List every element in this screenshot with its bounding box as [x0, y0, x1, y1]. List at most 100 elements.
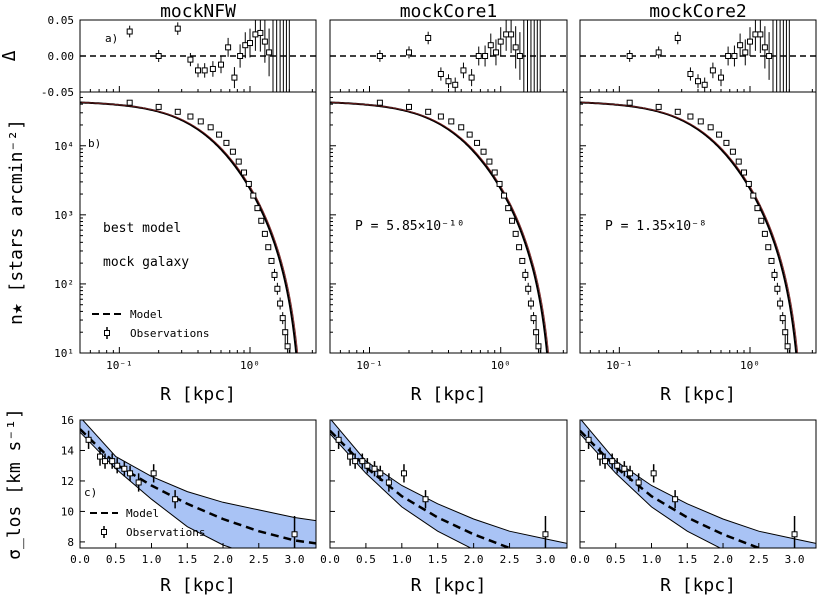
dispersion-point [127, 470, 134, 477]
residual-point [266, 49, 273, 56]
residual-point [468, 74, 475, 81]
density-point [284, 343, 291, 350]
residual-ylabel: Δ [0, 50, 20, 61]
panel-label-a: a) [105, 32, 118, 45]
residual-point [725, 53, 732, 59]
density-point [527, 300, 534, 307]
residual-point [218, 61, 225, 68]
density-point [512, 230, 519, 237]
column-title: mockCore2 [649, 1, 747, 22]
dispersion-point [85, 436, 92, 443]
density-point [187, 113, 194, 120]
density-xtick-label: 10⁻¹ [356, 359, 383, 372]
density-plot [580, 99, 799, 362]
density-xtick-label: 10⁰ [491, 359, 511, 372]
residual-point [752, 31, 759, 38]
dispersion-point [291, 531, 298, 538]
density-point [741, 169, 748, 176]
dispersion-xtick-label: 2.0 [464, 553, 484, 566]
column-mockNFW: mockNFW 10⁻¹ 10⁰ R [kpc] 10¹ 10² 10³ 10⁴ 0.05 0.0… [41, 1, 317, 596]
dispersion-point [602, 458, 609, 465]
dispersion-point [597, 453, 604, 460]
dispersion-point [172, 496, 179, 503]
residual-point [482, 53, 489, 59]
residual-point [503, 31, 510, 38]
dispersion-ytick-label: 14 [61, 444, 75, 457]
legend-model-label: Model [126, 507, 159, 520]
density-point [522, 271, 529, 278]
dispersion-point [335, 436, 342, 443]
residual-plot [80, 20, 316, 92]
residual-point [225, 44, 232, 51]
dispersion-xtick-label: 0.0 [570, 553, 590, 566]
residual-point [257, 29, 264, 36]
residual-point [231, 74, 238, 81]
legend-model-label: Model [130, 308, 163, 321]
residual-point [126, 28, 133, 35]
mock-galaxy-text: mock galaxy [103, 255, 189, 270]
density-point [707, 124, 714, 131]
residual-point [497, 38, 504, 45]
panel-label-c: c) [84, 486, 97, 499]
residual-point [406, 49, 412, 56]
dispersion-point [585, 436, 592, 443]
density-plot [80, 99, 299, 362]
density-point [768, 257, 775, 264]
dispersion-xtick-label: 0.5 [356, 553, 376, 566]
dispersion-plot [80, 420, 316, 548]
dispersion-point [150, 470, 157, 477]
model-band-upper [580, 420, 816, 544]
density-point [735, 158, 742, 165]
dispersion-ytick-label: 12 [61, 475, 74, 488]
density-point [155, 103, 162, 110]
dispersion-ytick-label: 16 [61, 414, 74, 427]
residual-point [655, 49, 662, 56]
residual-point [492, 49, 499, 56]
density-model-curve [330, 101, 549, 353]
dispersion-xtick-label: 1.0 [642, 553, 662, 566]
density-point [229, 148, 236, 155]
density-point [674, 108, 681, 115]
residual-point [174, 25, 181, 32]
residual-ytick-label: 0.05 [48, 14, 75, 27]
residual-point [508, 31, 515, 38]
dispersion-xtick-label: 1.0 [392, 553, 412, 566]
dispersion-xtick-label: 3.0 [536, 553, 556, 566]
density-point [287, 357, 292, 362]
dispersion-point [542, 531, 549, 538]
model-median-line [330, 429, 515, 548]
density-ylabel: n★ [stars arcmin⁻²] [6, 119, 27, 325]
column-title: mockNFW [160, 1, 236, 22]
dispersion-frame [79, 419, 317, 549]
density-point [697, 118, 704, 125]
density-point [207, 124, 214, 131]
residual-point [626, 53, 633, 59]
density-point [626, 99, 633, 106]
density-point [538, 357, 543, 362]
dispersion-point [347, 453, 354, 460]
density-point [376, 99, 383, 106]
density-point [687, 113, 694, 120]
density-point [787, 357, 792, 362]
p-value-text: P = 5.85×10⁻¹⁰ [355, 219, 465, 234]
dispersion-plot [330, 420, 567, 548]
density-point [174, 108, 181, 115]
dispersion-ylabel: σ_los [km s⁻¹] [4, 408, 25, 560]
residual-point [195, 67, 201, 74]
dispersion-xlabel: R [kpc] [160, 575, 236, 596]
density-model-curve-alt [81, 102, 299, 353]
dispersion-point [627, 470, 634, 477]
residual-point [237, 53, 244, 59]
dispersion-point [114, 462, 121, 469]
legend-obs-label: Observations [130, 327, 209, 340]
density-point [279, 315, 286, 322]
residual-point [761, 44, 768, 51]
density-model-curve-alt [581, 102, 799, 353]
dispersion-point [791, 531, 798, 538]
density-plot [330, 99, 549, 362]
residual-point [425, 35, 432, 41]
dispersion-ytick-label: 10 [61, 505, 74, 518]
density-point [261, 230, 268, 237]
density-point [655, 103, 662, 110]
dispersion-point [614, 462, 621, 469]
